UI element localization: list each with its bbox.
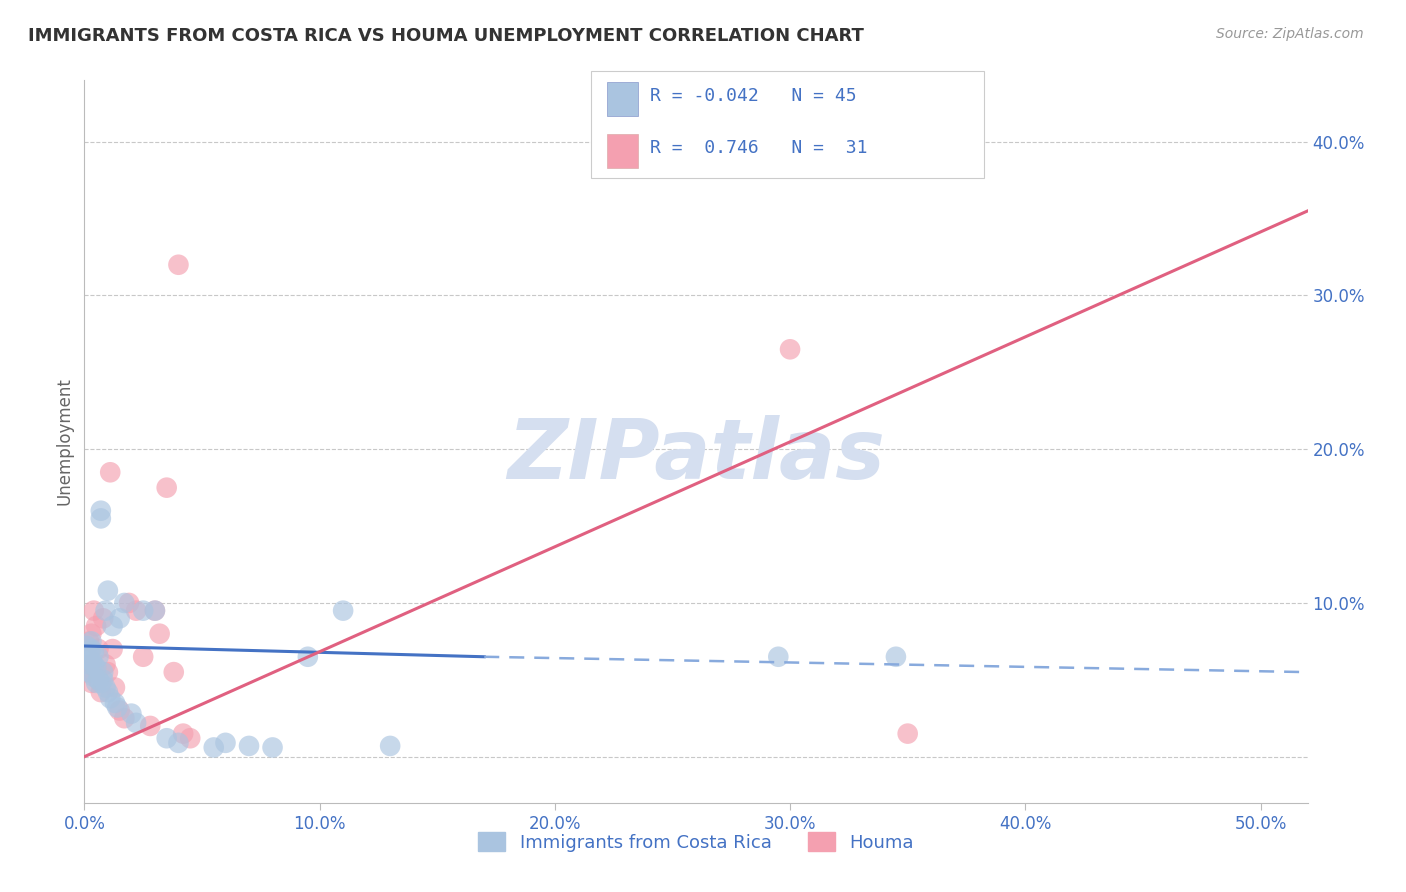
Point: [77, 645, 100, 659]
Point: [97, 583, 120, 598]
Point: [83, 604, 105, 618]
Point: [120, 706, 142, 721]
Point: [87, 673, 110, 687]
Point: [91, 673, 114, 687]
Point: [202, 740, 225, 755]
Point: [76, 665, 98, 680]
Point: [80, 654, 103, 668]
Point: [132, 604, 155, 618]
Point: [80, 634, 103, 648]
Point: [172, 726, 194, 740]
Point: [80, 626, 103, 640]
Point: [156, 481, 179, 495]
Point: [101, 619, 124, 633]
Text: IMMIGRANTS FROM COSTA RICA VS HOUMA UNEMPLOYMENT CORRELATION CHART: IMMIGRANTS FROM COSTA RICA VS HOUMA UNEM…: [28, 27, 865, 45]
Point: [94, 604, 117, 618]
Point: [90, 676, 112, 690]
Point: [238, 739, 260, 753]
Point: [87, 649, 110, 664]
Point: [76, 639, 98, 653]
Point: [83, 670, 105, 684]
Point: [98, 465, 121, 479]
Point: [118, 596, 141, 610]
Point: [80, 676, 103, 690]
Point: [87, 673, 110, 687]
Point: [143, 604, 166, 618]
Text: Source: ZipAtlas.com: Source: ZipAtlas.com: [1216, 27, 1364, 41]
Point: [77, 657, 100, 672]
Point: [884, 649, 907, 664]
Point: [163, 665, 186, 680]
Point: [91, 665, 114, 680]
Point: [83, 657, 105, 672]
Point: [768, 649, 790, 664]
Point: [156, 731, 179, 746]
Point: [97, 665, 120, 680]
Point: [90, 685, 112, 699]
Point: [105, 700, 128, 714]
Point: [143, 604, 166, 618]
Point: [77, 657, 100, 672]
Legend: Immigrants from Costa Rica, Houma: Immigrants from Costa Rica, Houma: [471, 825, 921, 859]
Point: [108, 611, 131, 625]
Point: [125, 715, 148, 730]
Point: [104, 696, 127, 710]
Point: [97, 685, 120, 699]
Point: [80, 642, 103, 657]
Point: [90, 511, 112, 525]
Point: [897, 726, 920, 740]
Point: [262, 740, 284, 755]
Point: [83, 645, 105, 659]
Point: [84, 660, 107, 674]
Text: ZIPatlas: ZIPatlas: [508, 416, 884, 497]
Point: [84, 676, 107, 690]
Point: [91, 611, 114, 625]
Point: [779, 343, 801, 357]
Point: [125, 604, 148, 618]
Point: [214, 736, 236, 750]
Point: [167, 736, 190, 750]
Point: [139, 719, 162, 733]
Point: [112, 711, 135, 725]
Point: [76, 649, 98, 664]
Point: [167, 258, 190, 272]
Point: [101, 642, 124, 657]
Point: [108, 704, 131, 718]
Point: [90, 504, 112, 518]
Point: [380, 739, 402, 753]
Point: [332, 604, 354, 618]
Point: [87, 642, 110, 657]
Point: [104, 681, 127, 695]
Point: [77, 634, 100, 648]
Point: [98, 691, 121, 706]
Point: [112, 596, 135, 610]
Text: R =  0.746   N =  31: R = 0.746 N = 31: [650, 139, 868, 157]
Y-axis label: Unemployment: Unemployment: [55, 377, 73, 506]
Point: [179, 731, 201, 746]
Point: [132, 649, 155, 664]
Point: [94, 681, 117, 695]
Point: [77, 665, 100, 680]
Point: [149, 626, 172, 640]
Text: R = -0.042   N = 45: R = -0.042 N = 45: [650, 87, 856, 105]
Point: [84, 619, 107, 633]
Point: [297, 649, 319, 664]
Point: [94, 657, 117, 672]
